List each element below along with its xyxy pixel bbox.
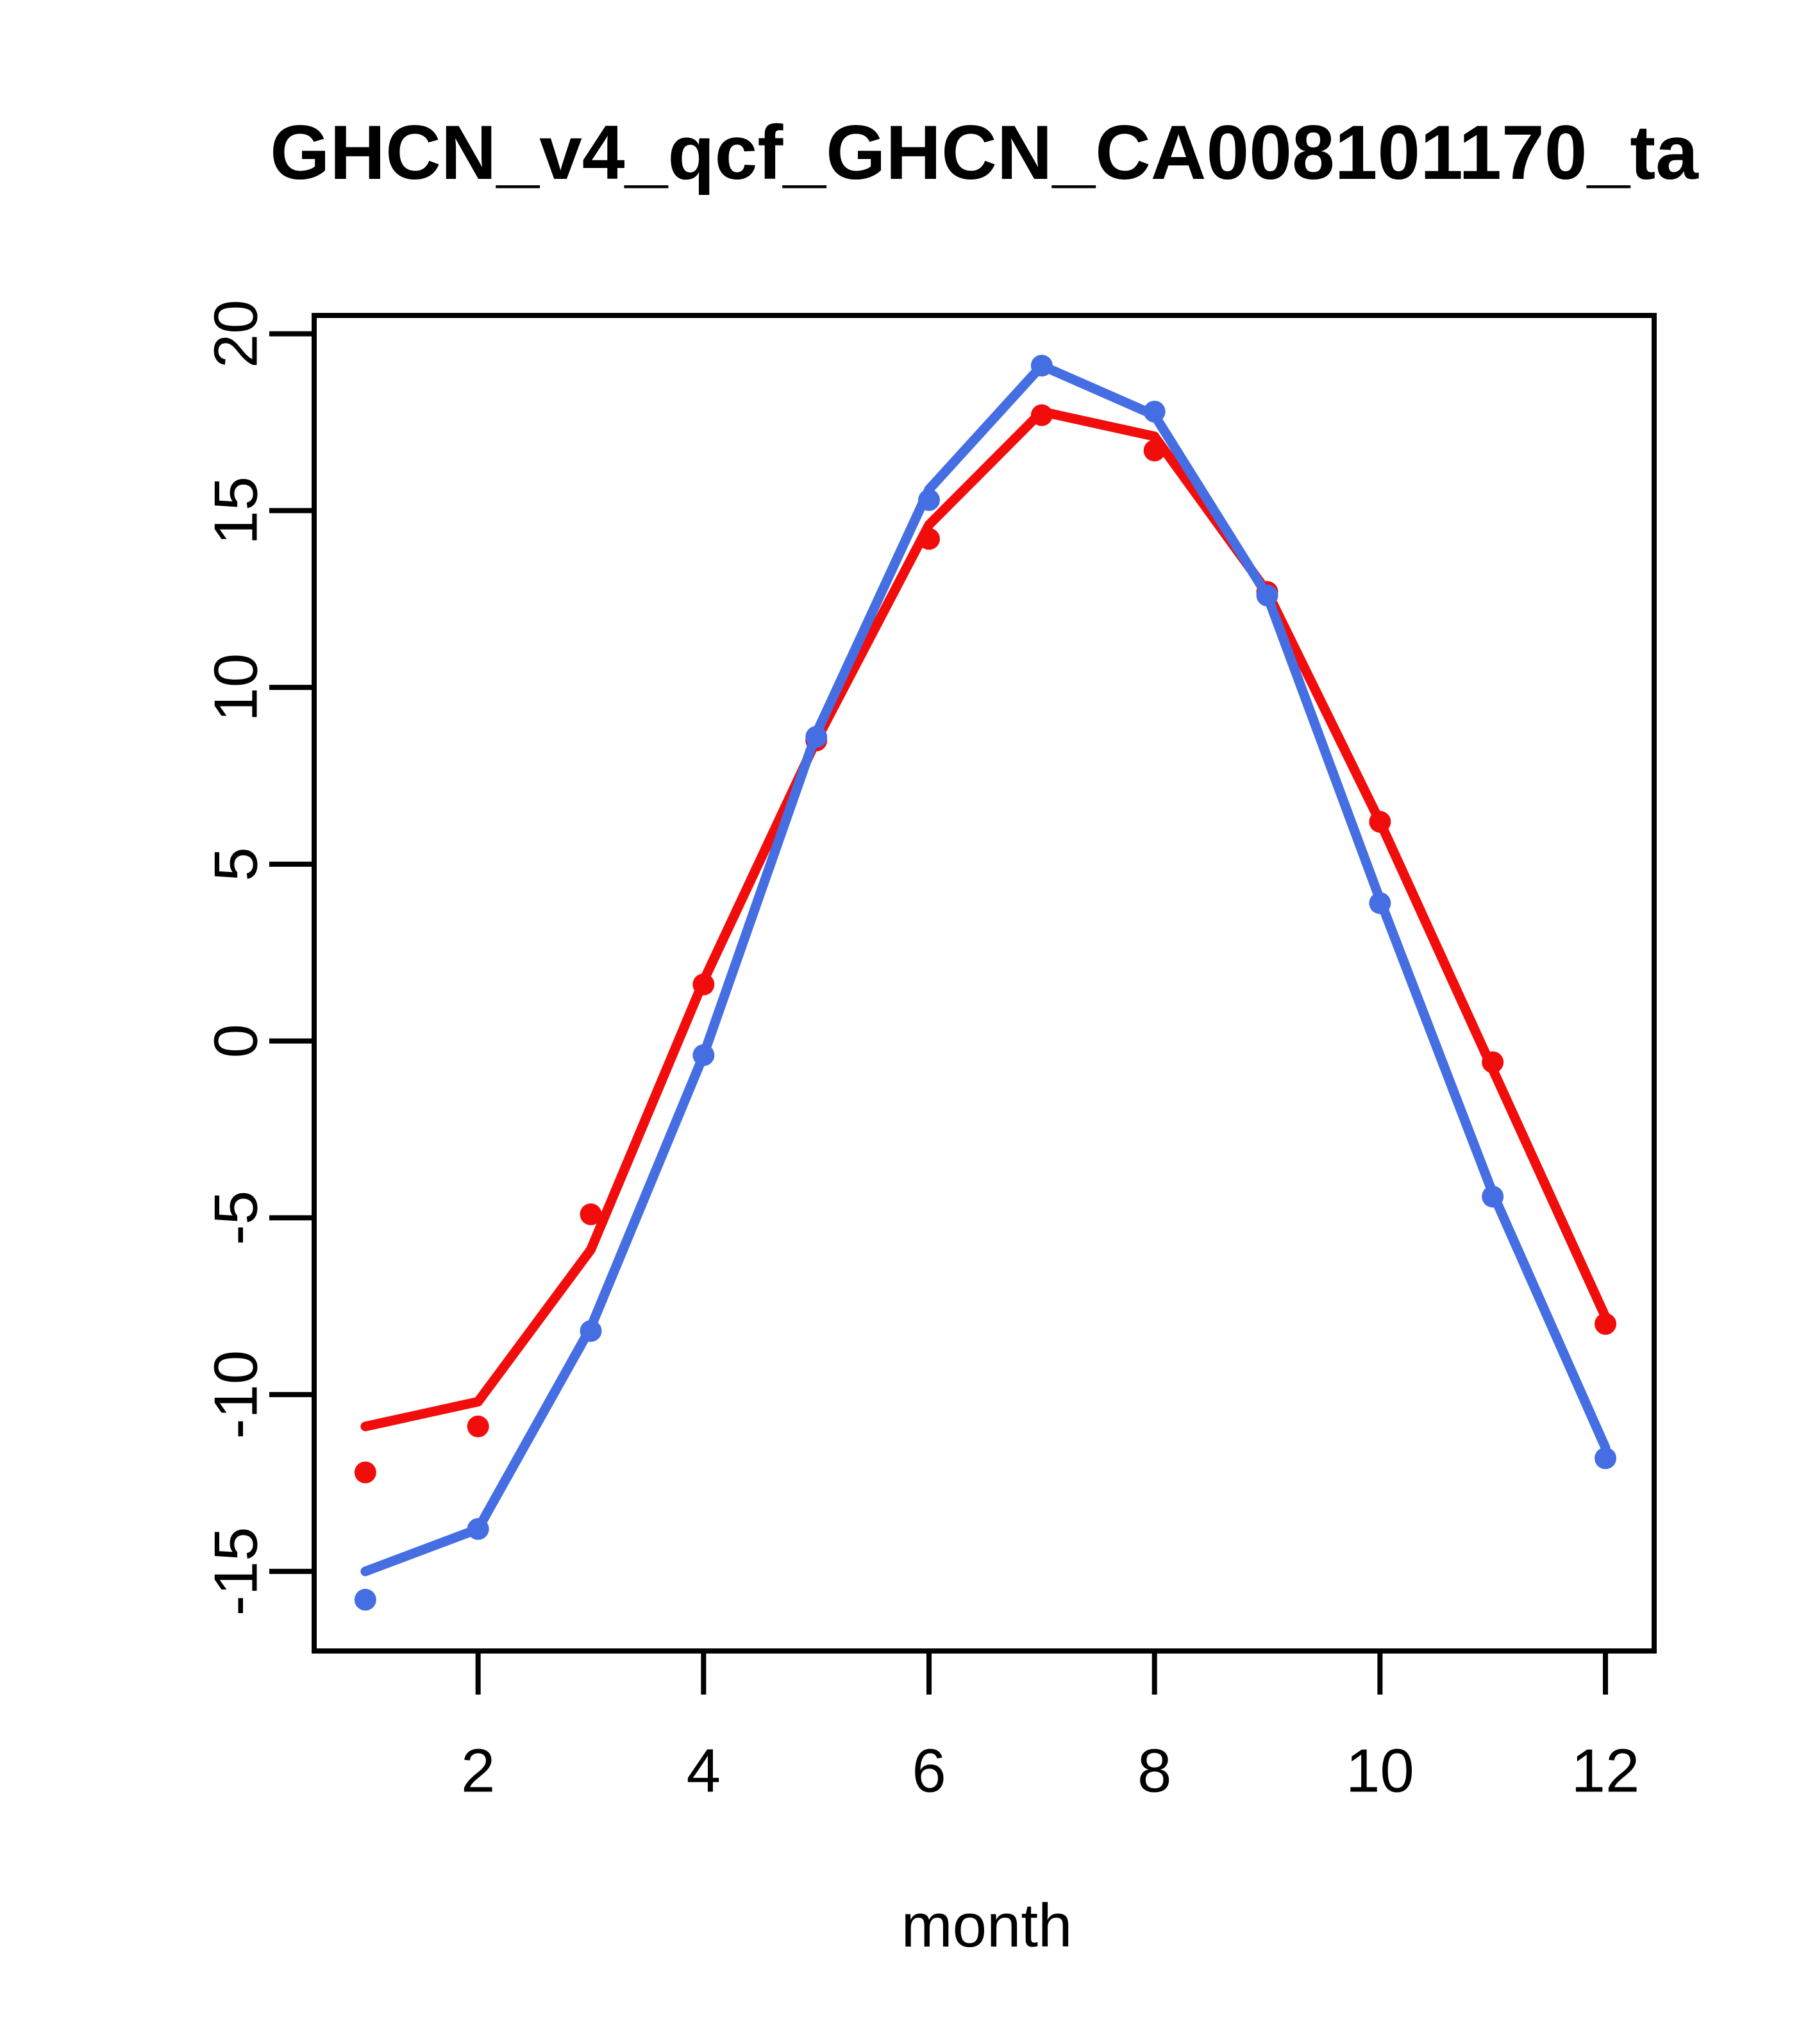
blue-data-point (805, 726, 828, 748)
blue-data-point (580, 1319, 602, 1342)
red-data-point (1482, 1051, 1504, 1073)
red-series-line (360, 406, 1611, 1432)
blue-data-point (1369, 892, 1391, 914)
y-tick-label: 15 (202, 476, 271, 545)
y-tick-label: 20 (202, 299, 271, 368)
x-tick-label: 10 (1346, 1737, 1414, 1805)
blue-data-point (467, 1518, 489, 1540)
blue-data-point (1143, 401, 1166, 423)
blue-data-point (1482, 1185, 1504, 1208)
red-data-point (467, 1415, 489, 1437)
red-data-point (1369, 810, 1391, 833)
blue-data-point (1595, 1447, 1617, 1470)
x-tick-label: 8 (1137, 1737, 1171, 1805)
x-tick-label: 2 (461, 1737, 495, 1805)
red-data-point (1595, 1312, 1617, 1335)
plot-frame (312, 313, 1657, 1654)
y-tick-label: 0 (202, 1024, 271, 1058)
y-tick-label: -5 (202, 1191, 271, 1245)
red-data-point (354, 1461, 376, 1484)
red-data-point (918, 528, 941, 550)
y-tick-label: -15 (202, 1527, 271, 1616)
y-tick-label: -10 (202, 1350, 271, 1439)
blue-series-line (360, 360, 1611, 1577)
x-tick-label: 6 (912, 1737, 946, 1805)
blue-data-point (692, 1044, 715, 1066)
chart-title: GHCN_v4_qcf_GHCN_CA008101170_ta (270, 110, 1698, 196)
red-data-point (692, 973, 715, 996)
red-data-point (1143, 439, 1166, 462)
y-tick-label: 10 (202, 653, 271, 722)
x-tick-label: 12 (1571, 1737, 1640, 1805)
y-tick-label: 5 (202, 847, 271, 881)
blue-data-point (354, 1589, 376, 1611)
red-data-point (580, 1203, 602, 1225)
x-tick-label: 4 (687, 1737, 721, 1805)
red-data-point (1030, 404, 1053, 426)
blue-data-point (1256, 584, 1278, 607)
x-axis-label: month (901, 1891, 1073, 1960)
blue-data-point (918, 489, 941, 511)
blue-data-point (1030, 355, 1053, 377)
